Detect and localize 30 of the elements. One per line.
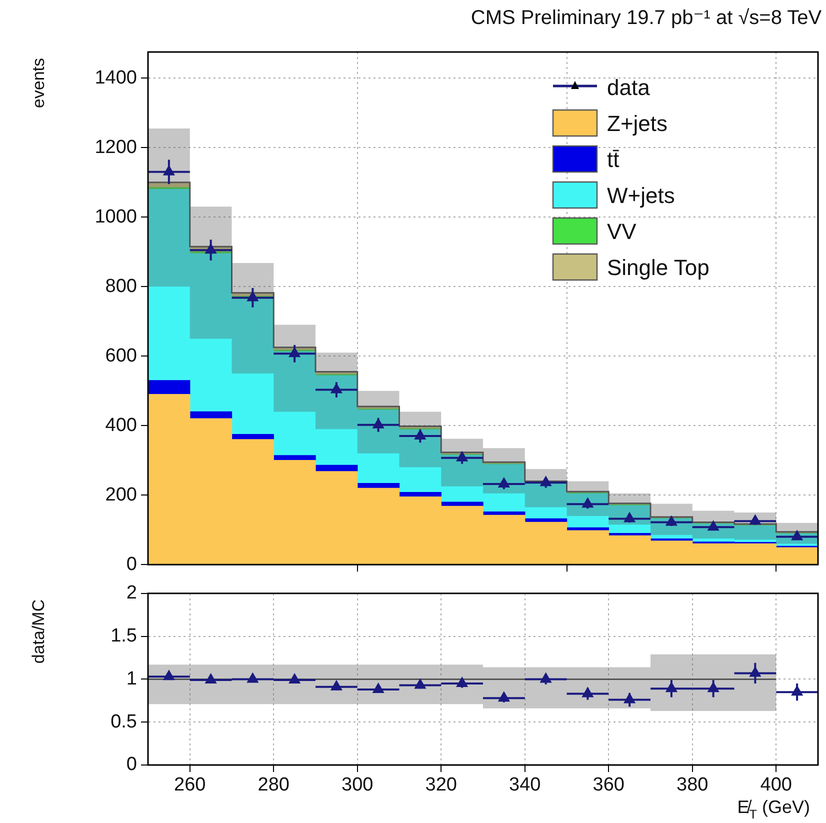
y-tick-label: 1000 [94,206,137,228]
y-tick-label: 0 [126,554,137,575]
x-tick-label: 320 [425,774,457,796]
legend-label: W+jets [607,183,675,208]
y-axis-title: events [29,58,48,108]
x-tick-label: 380 [676,774,708,796]
x-tick-label: 260 [174,774,206,796]
x-tick-label: 360 [592,774,624,796]
y-axis-title: data/MC [29,599,48,664]
legend-label: VV [607,219,637,244]
y-tick-label: 800 [105,276,137,297]
x-tick-label: 300 [342,774,374,796]
legend-label: tt̄ [607,147,620,172]
legend-label: data [607,75,651,100]
y-tick-label: 1.5 [110,626,137,647]
x-tick-label: 340 [509,774,541,796]
y-tick-label: 0.5 [110,711,137,732]
y-tick-label: 400 [105,414,137,436]
y-tick-label: 2 [126,582,137,604]
y-tick-label: 200 [105,484,137,506]
x-tick-label: 400 [760,774,792,796]
y-tick-label: 1200 [94,136,137,158]
y-tick-label: 1 [126,668,137,690]
x-tick-label: 280 [258,774,290,796]
y-tick-label: 0 [126,754,137,776]
legend-label: Single Top [607,255,710,280]
y-tick-label: 1400 [94,67,137,88]
legend-label: Z+jets [607,111,668,136]
y-tick-label: 600 [105,345,137,366]
chart-title: CMS Preliminary 19.7 pb⁻¹ at √s=8 TeV [470,7,822,29]
